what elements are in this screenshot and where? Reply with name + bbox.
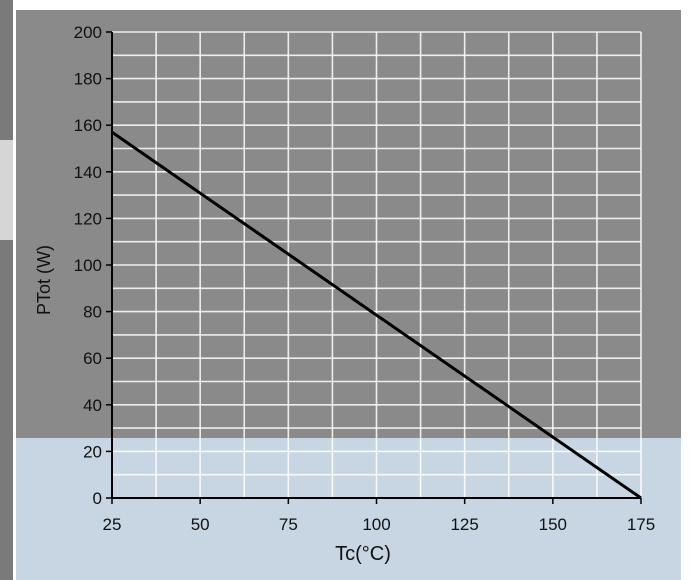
x-tick-label: 175: [627, 515, 655, 534]
y-tick-label: 20: [83, 442, 102, 461]
x-tick-label: 100: [362, 515, 390, 534]
y-tick-label: 120: [74, 209, 102, 228]
chart-background-upper: [16, 10, 681, 438]
y-tick-label: 140: [74, 163, 102, 182]
y-tick-label: 180: [74, 70, 102, 89]
chart-canvas: 25 50 75 100 125 150 175 0 20 40 60 80 100 120 140 160…: [16, 10, 681, 580]
x-tick-label: 125: [450, 515, 478, 534]
y-tick-label: 40: [83, 396, 102, 415]
y-tick-label: 160: [74, 116, 102, 135]
x-tick-label: 50: [191, 515, 210, 534]
left-edge-bar: [0, 0, 13, 580]
grid-lines: [111, 31, 642, 499]
x-axis-label: Tc(°C): [335, 543, 391, 565]
y-tick-label: 200: [74, 23, 102, 42]
x-tick-label: 25: [103, 515, 122, 534]
x-tick-labels: 25 50 75 100 125 150 175: [103, 498, 655, 534]
x-tick-label: 150: [539, 515, 567, 534]
y-tick-label: 100: [74, 256, 102, 275]
x-tick-label: 75: [279, 515, 298, 534]
y-tick-label: 80: [83, 303, 102, 322]
left-edge-highlight: [0, 140, 13, 240]
chart-background-lower: [16, 438, 681, 580]
y-tick-label: 0: [93, 489, 102, 508]
series-group: [111, 130, 642, 500]
y-axis-label: PTot (W): [34, 245, 54, 315]
y-tick-labels: 0 20 40 60 80 100 120 140 160 180 200: [74, 23, 112, 508]
y-tick-label: 60: [83, 349, 102, 368]
series-line: [111, 130, 642, 500]
chart-svg: 25 50 75 100 125 150 175 0 20 40 60 80 100 120 140 160…: [34, 23, 655, 565]
